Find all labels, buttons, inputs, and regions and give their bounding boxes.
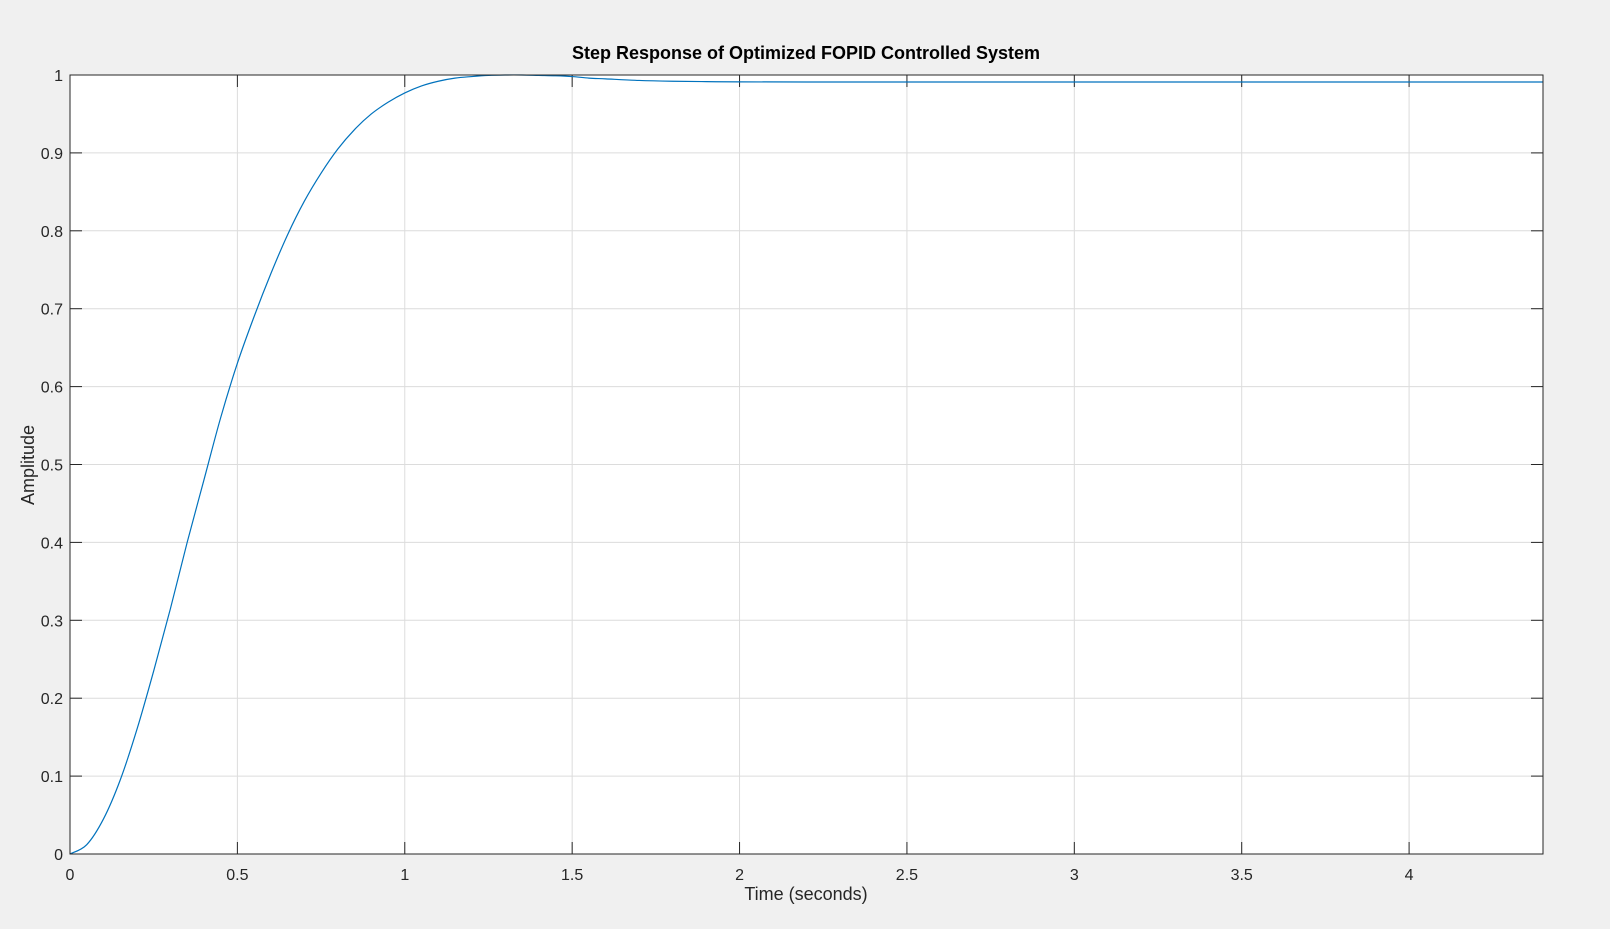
x-tick-label: 1.5 — [561, 867, 583, 884]
y-tick-label: 0.4 — [41, 535, 63, 552]
y-tick-label: 0.9 — [41, 146, 63, 163]
x-tick-label: 2 — [735, 867, 744, 884]
y-axis-label: Amplitude — [18, 425, 38, 505]
x-tick-label: 0.5 — [226, 867, 248, 884]
x-tick-label: 1 — [400, 867, 409, 884]
grid-lines — [70, 75, 1543, 854]
y-tick-label: 0.7 — [41, 302, 63, 319]
chart-title: Step Response of Optimized FOPID Control… — [572, 43, 1040, 63]
y-tick-label: 0.2 — [41, 691, 63, 708]
x-tick-label: 2.5 — [896, 867, 918, 884]
y-tick-label: 1 — [54, 68, 63, 85]
y-tick-label: 0.1 — [41, 769, 63, 786]
y-tick-labels: 0 0.1 0.2 0.3 0.4 0.5 0.6 0.7 0.8 0.9 1 — [41, 68, 63, 864]
y-tick-label: 0.8 — [41, 224, 63, 241]
y-tick-label: 0.5 — [41, 458, 63, 475]
y-tick-label: 0.3 — [41, 613, 63, 630]
x-tick-label: 4 — [1405, 867, 1414, 884]
plot-frame — [69, 74, 1544, 855]
x-tick-label: 3.5 — [1231, 867, 1253, 884]
x-tick-label: 3 — [1070, 867, 1079, 884]
y-tick-label: 0 — [54, 847, 63, 864]
step-response-line[interactable] — [69, 74, 1543, 855]
x-axis-label: Time (seconds) — [744, 884, 867, 904]
y-tick-label: 0.6 — [41, 380, 63, 397]
x-tick-labels: 0 0.5 1 1.5 2 2.5 3 3.5 4 — [66, 867, 1414, 884]
x-tick-label: 0 — [66, 867, 75, 884]
